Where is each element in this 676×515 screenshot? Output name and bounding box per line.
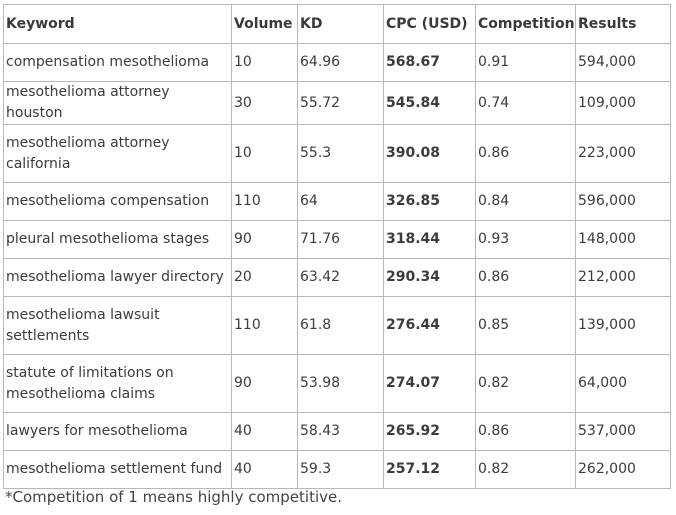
cpc-cell: 290.34 xyxy=(383,258,476,297)
results-cell: 212,000 xyxy=(575,258,671,297)
kd-cell: 59.3 xyxy=(297,450,384,489)
kd-cell: 58.43 xyxy=(297,412,384,451)
table-header-row: Keyword Volume KD CPC (USD) Competition … xyxy=(3,4,671,44)
competition-cell: 0.93 xyxy=(475,220,576,259)
cpc-cell: 568.67 xyxy=(383,43,476,82)
column-header-kd: KD xyxy=(297,4,384,44)
table-row: pleural mesothelioma stages 90 71.76 318… xyxy=(3,220,671,259)
column-header-keyword: Keyword xyxy=(3,4,232,44)
keyword-cell: compensation mesothelioma xyxy=(3,43,232,82)
volume-cell: 40 xyxy=(231,412,298,451)
cpc-cell: 545.84 xyxy=(383,81,476,125)
column-header-volume: Volume xyxy=(231,4,298,44)
results-cell: 594,000 xyxy=(575,43,671,82)
table-row: compensation mesothelioma 10 64.96 568.6… xyxy=(3,43,671,82)
table-row: mesothelioma attorney california 10 55.3… xyxy=(3,124,671,183)
column-header-cpc: CPC (USD) xyxy=(383,4,476,44)
volume-cell: 90 xyxy=(231,354,298,413)
competition-cell: 0.82 xyxy=(475,450,576,489)
table-row: mesothelioma lawsuit settlements 110 61.… xyxy=(3,296,671,355)
keyword-cell: lawyers for mesothelioma xyxy=(3,412,232,451)
cpc-cell: 257.12 xyxy=(383,450,476,489)
volume-cell: 40 xyxy=(231,450,298,489)
volume-cell: 110 xyxy=(231,182,298,221)
kd-cell: 55.3 xyxy=(297,124,384,183)
kd-cell: 53.98 xyxy=(297,354,384,413)
kd-cell: 63.42 xyxy=(297,258,384,297)
cpc-cell: 265.92 xyxy=(383,412,476,451)
volume-cell: 10 xyxy=(231,124,298,183)
keyword-cell: mesothelioma settlement fund xyxy=(3,450,232,489)
volume-cell: 110 xyxy=(231,296,298,355)
cpc-cell: 326.85 xyxy=(383,182,476,221)
competition-cell: 0.82 xyxy=(475,354,576,413)
kd-cell: 55.72 xyxy=(297,81,384,125)
results-cell: 64,000 xyxy=(575,354,671,413)
table-row: mesothelioma settlement fund 40 59.3 257… xyxy=(3,450,671,489)
competition-cell: 0.74 xyxy=(475,81,576,125)
table-row: lawyers for mesothelioma 40 58.43 265.92… xyxy=(3,412,671,451)
competition-footnote: *Competition of 1 means highly competiti… xyxy=(5,488,342,506)
competition-cell: 0.84 xyxy=(475,182,576,221)
volume-cell: 30 xyxy=(231,81,298,125)
keyword-cell: mesothelioma attorney california xyxy=(3,124,232,183)
results-cell: 596,000 xyxy=(575,182,671,221)
results-cell: 148,000 xyxy=(575,220,671,259)
competition-cell: 0.86 xyxy=(475,124,576,183)
cpc-cell: 318.44 xyxy=(383,220,476,259)
cpc-cell: 390.08 xyxy=(383,124,476,183)
keyword-cell: mesothelioma lawyer directory xyxy=(3,258,232,297)
keyword-cell: statute of limitations on mesothelioma c… xyxy=(3,354,232,413)
competition-cell: 0.85 xyxy=(475,296,576,355)
cpc-cell: 274.07 xyxy=(383,354,476,413)
results-cell: 139,000 xyxy=(575,296,671,355)
results-cell: 262,000 xyxy=(575,450,671,489)
competition-cell: 0.86 xyxy=(475,258,576,297)
results-cell: 109,000 xyxy=(575,81,671,125)
keyword-cell: mesothelioma lawsuit settlements xyxy=(3,296,232,355)
column-header-competition: Competition xyxy=(475,4,576,44)
keyword-cell: pleural mesothelioma stages xyxy=(3,220,232,259)
keyword-cell: mesothelioma attorney houston xyxy=(3,81,232,125)
results-cell: 537,000 xyxy=(575,412,671,451)
table-row: mesothelioma attorney houston 30 55.72 5… xyxy=(3,81,671,125)
results-cell: 223,000 xyxy=(575,124,671,183)
volume-cell: 90 xyxy=(231,220,298,259)
table-row: mesothelioma lawyer directory 20 63.42 2… xyxy=(3,258,671,297)
volume-cell: 20 xyxy=(231,258,298,297)
keyword-table: Keyword Volume KD CPC (USD) Competition … xyxy=(3,4,671,489)
table-row: mesothelioma compensation 110 64 326.85 … xyxy=(3,182,671,221)
kd-cell: 61.8 xyxy=(297,296,384,355)
kd-cell: 71.76 xyxy=(297,220,384,259)
keyword-cell: mesothelioma compensation xyxy=(3,182,232,221)
table-row: statute of limitations on mesothelioma c… xyxy=(3,354,671,413)
competition-cell: 0.86 xyxy=(475,412,576,451)
volume-cell: 10 xyxy=(231,43,298,82)
cpc-cell: 276.44 xyxy=(383,296,476,355)
kd-cell: 64.96 xyxy=(297,43,384,82)
competition-cell: 0.91 xyxy=(475,43,576,82)
kd-cell: 64 xyxy=(297,182,384,221)
column-header-results: Results xyxy=(575,4,671,44)
